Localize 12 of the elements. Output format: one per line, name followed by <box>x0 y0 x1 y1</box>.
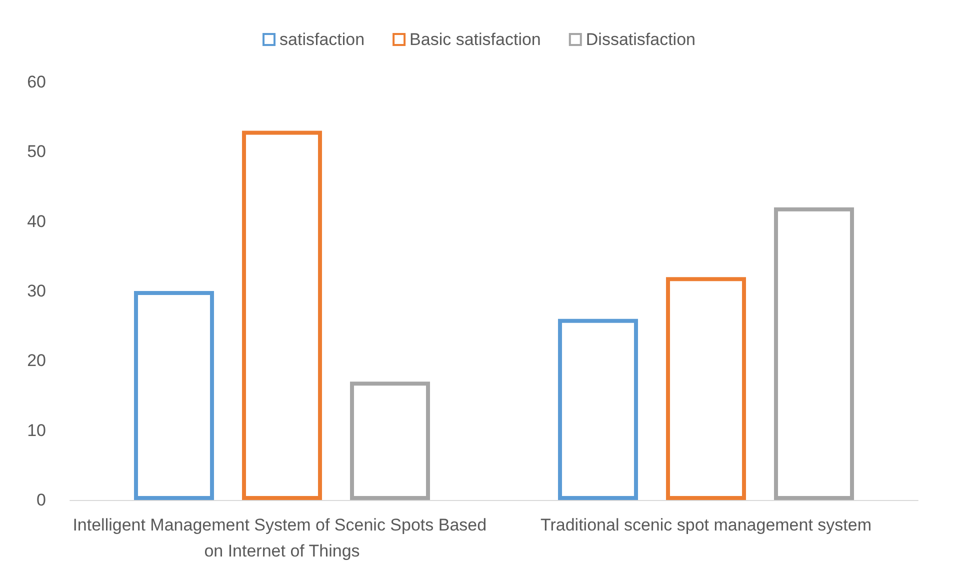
y-tick-label: 40 <box>27 212 46 231</box>
x-tick-label: Traditional scenic spot management system <box>540 516 872 534</box>
legend-label: Basic satisfaction <box>410 30 541 49</box>
legend-label: satisfaction <box>280 30 365 49</box>
y-tick-label: 0 <box>36 490 46 510</box>
y-tick-label: 20 <box>27 351 46 370</box>
x-tick-label: Intelligent Management System of Scenic Spots Based on Internet of Things <box>72 516 492 560</box>
y-tick-label: 50 <box>27 142 46 162</box>
legend-label: Dissatisfaction <box>586 30 696 49</box>
y-tick-label: 60 <box>27 72 46 92</box>
y-tick-label: 10 <box>27 420 46 440</box>
y-tick-label: 30 <box>27 282 46 300</box>
